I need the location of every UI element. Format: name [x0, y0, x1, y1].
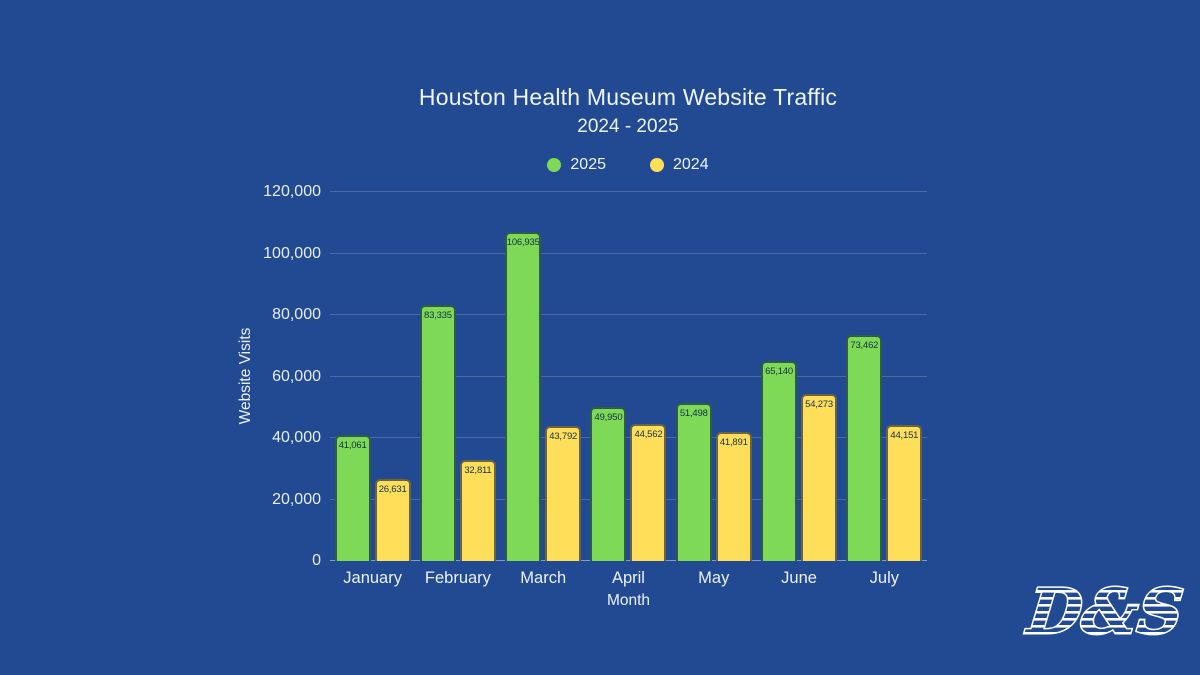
chart-title: Houston Health Museum Website Traffic	[418, 84, 838, 110]
bar-group-april: 49,950 44,562 April	[586, 192, 671, 587]
x-tick-label-april: April	[611, 569, 645, 587]
y-tick-label: 120,000	[263, 183, 321, 200]
gridline	[330, 375, 927, 377]
bar-2025-july: 73,462	[846, 335, 883, 561]
bar-value-label: 51,498	[679, 407, 708, 419]
legend-item-2025: 2025	[547, 156, 606, 174]
x-tick-label-january: January	[343, 569, 402, 587]
legend-dot-2025	[547, 158, 562, 172]
bar-group-march: 106,935 43,792 March	[501, 192, 586, 587]
bars: 65,140 54,273	[756, 192, 841, 561]
bars: 49,950 44,562	[586, 192, 671, 561]
y-tick-label: 0	[312, 552, 321, 569]
gridline	[330, 252, 927, 254]
legend-label: 2025	[570, 156, 606, 173]
bar-value-label: 44,151	[890, 430, 919, 442]
x-axis-title: Month	[606, 592, 651, 609]
bars: 106,935 43,792	[501, 192, 586, 561]
bar-2024-may: 41,891	[715, 432, 752, 561]
bar-value-label: 106,935	[506, 237, 540, 249]
bar-2024-april: 44,562	[630, 423, 667, 561]
bar-value-label: 43,792	[549, 431, 578, 443]
bar-group-may: 51,498 41,891 May	[671, 192, 756, 587]
y-tick-label: 60,000	[272, 367, 321, 385]
x-tick-label-march: March	[520, 569, 567, 587]
legend-item-2024: 2024	[650, 156, 709, 174]
ds-logo: D&S	[1021, 574, 1188, 650]
y-tick-label: 80,000	[272, 306, 321, 323]
bar-group-january: 41,061 26,631 January	[330, 192, 415, 587]
bar-2025-january: 41,061	[334, 434, 371, 561]
bar-2025-march: 106,935	[505, 232, 542, 561]
bar-2025-february: 83,335	[419, 304, 456, 561]
x-tick-label-july: July	[869, 569, 899, 587]
bar-value-label: 32,811	[464, 465, 492, 477]
gridline	[330, 498, 927, 500]
bar-value-label: 54,273	[805, 399, 833, 411]
plot-area: 0 20,000 40,000 60,000 80,000 100,000 120,000 4…	[263, 183, 927, 587]
x-tick-label-may: May	[698, 569, 730, 587]
legend-label: 2024	[673, 156, 709, 173]
bar-value-label: 41,061	[338, 439, 367, 451]
ds-logo-text: D&S	[1022, 575, 1186, 648]
bars: 51,498 41,891	[671, 192, 756, 561]
y-tick-label: 20,000	[272, 490, 321, 508]
legend-dot-2024	[650, 158, 664, 172]
gridline	[330, 437, 927, 438]
x-tick-label-february: February	[424, 569, 491, 587]
bar-value-label: 73,462	[850, 340, 879, 352]
x-axis-line	[330, 560, 927, 561]
bar-groups: 41,061 26,631 January 83,335 32,811 February 1…	[330, 192, 927, 587]
bar-2024-june: 54,273	[801, 394, 838, 561]
x-tick-label-june: June	[781, 569, 817, 587]
chart-subtitle: 2024 - 2025	[577, 116, 679, 137]
bar-2024-march: 43,792	[545, 426, 582, 561]
bar-group-june: 65,140 54,273 June	[756, 192, 841, 587]
gridline	[330, 314, 927, 315]
bar-value-label: 49,950	[594, 412, 623, 424]
chart-header: Houston Health Museum Website Traffic 20…	[56, 84, 1200, 138]
y-tick-label: 40,000	[272, 429, 321, 446]
bar-value-label: 83,335	[423, 309, 452, 321]
bars: 73,462 44,151	[842, 192, 927, 561]
gridline	[330, 191, 927, 192]
y-tick-label: 100,000	[263, 244, 321, 262]
bar-2025-may: 51,498	[675, 402, 712, 561]
bar-2024-february: 32,811	[459, 460, 496, 561]
chart-legend: 2025 2024	[56, 156, 1200, 174]
bar-2024-july: 44,151	[886, 425, 923, 561]
bar-2025-june: 65,140	[761, 360, 798, 561]
bar-value-label: 65,140	[765, 365, 793, 377]
bar-group-july: 73,462 44,151 July	[842, 192, 927, 587]
bar-2025-april: 49,950	[590, 407, 627, 561]
bars: 41,061 26,631	[330, 192, 415, 561]
bar-value-label: 41,891	[719, 437, 748, 449]
bar-value-label: 44,562	[634, 428, 663, 440]
bar-2024-january: 26,631	[374, 479, 411, 561]
bar-value-label: 26,631	[378, 484, 407, 496]
bar-group-february: 83,335 32,811 February	[415, 192, 500, 587]
y-axis-title: Website Visits	[237, 327, 254, 425]
bars: 83,335 32,811	[415, 192, 500, 561]
